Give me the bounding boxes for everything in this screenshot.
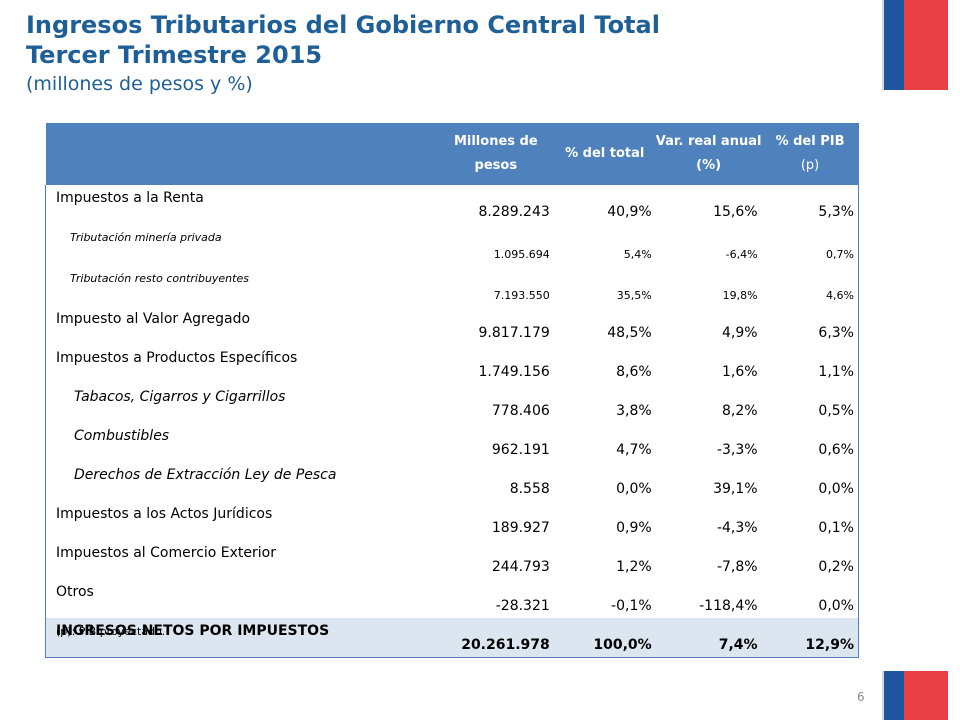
row-label: Tributación resto contribuyentes <box>44 265 438 306</box>
row-label: Otros <box>44 579 438 618</box>
table-total-row: INGRESOS NETOS POR IMPUESTOS 20.261.978 … <box>44 618 859 658</box>
cell-millions: 1.749.156 <box>478 364 550 380</box>
cell-share: 48,5% <box>607 325 652 341</box>
cell-gdp-share: 0,6% <box>761 423 859 462</box>
cell-real-change: 19,8% <box>722 289 758 302</box>
tax-revenue-table: Millones de pesos % del total Var. real … <box>44 123 859 658</box>
cell-share: 0,0% <box>616 481 652 497</box>
cell-gdp-share: 0,1% <box>761 501 859 540</box>
cell-share: -0,1% <box>611 598 652 614</box>
cell-share: 3,8% <box>616 403 652 419</box>
cell-real-change: -3,3% <box>716 442 758 458</box>
cell-millions: 8.558 <box>509 481 550 497</box>
total-share: 100,0% <box>553 618 656 658</box>
cell-gdp-share: 5,3% <box>761 185 859 224</box>
header-gdp-share: % del PIB (p) <box>761 123 859 185</box>
cell-share: 0,9% <box>616 520 652 536</box>
table-header-row: Millones de pesos % del total Var. real … <box>45 123 859 185</box>
cell-gdp-share: 0,2% <box>761 540 859 579</box>
cell-share: 40,9% <box>607 204 652 220</box>
table-row: Impuesto al Valor Agregado 9.817.179 48,… <box>44 306 859 345</box>
footnote: (p): PIB proyectado. <box>56 625 166 638</box>
cell-millions: 962.191 <box>491 442 550 458</box>
table-row: Impuestos al Comercio Exterior 244.793 1… <box>44 540 859 579</box>
cell-share: 8,6% <box>616 364 652 380</box>
cell-millions: 778.406 <box>491 403 550 419</box>
cell-gdp-share: 0,7% <box>761 224 859 265</box>
cell-gdp-share: 1,1% <box>761 345 859 384</box>
row-label: Impuestos a los Actos Jurídicos <box>44 501 438 540</box>
cell-gdp-share: 4,6% <box>761 265 859 306</box>
row-label: Tabacos, Cigarros y Cigarrillos <box>44 384 438 423</box>
cell-real-change: 39,1% <box>713 481 758 497</box>
cell-share: 1,2% <box>616 559 652 575</box>
cell-millions: 244.793 <box>491 559 550 575</box>
slide-title: Ingresos Tributarios del Gobierno Centra… <box>26 10 660 98</box>
title-line-2: Tercer Trimestre 2015 <box>26 41 323 69</box>
total-millions: 20.261.978 <box>437 618 554 658</box>
cell-millions: 7.193.550 <box>493 289 550 302</box>
cell-real-change: 4,9% <box>721 325 758 341</box>
header-real-change: Var. real anual (%) <box>655 123 762 185</box>
cell-gdp-share: 0,0% <box>761 462 859 501</box>
cell-real-change: -4,3% <box>716 520 758 536</box>
row-label: Derechos de Extracción Ley de Pesca <box>44 462 438 501</box>
total-label: INGRESOS NETOS POR IMPUESTOS <box>44 618 438 658</box>
row-label: Impuesto al Valor Agregado <box>44 306 438 345</box>
table-row: Combustibles 962.191 4,7% -3,3% 0,6% <box>44 423 859 462</box>
title-line-1: Ingresos Tributarios del Gobierno Centra… <box>26 11 660 39</box>
row-label: Tributación minería privada <box>44 224 438 265</box>
flag-logo-bottom <box>882 671 948 720</box>
cell-share: 4,7% <box>616 442 652 458</box>
cell-real-change: 8,2% <box>721 403 758 419</box>
header-gdp-note: (p) <box>800 158 820 173</box>
cell-real-change: 15,6% <box>713 204 758 220</box>
table-row: Derechos de Extracción Ley de Pesca 8.55… <box>44 462 859 501</box>
header-share: % del total <box>553 123 656 185</box>
title-units: (millones de pesos y %) <box>26 73 253 95</box>
header-millions: Millones de pesos <box>437 123 554 185</box>
page-number: 6 <box>857 690 865 704</box>
cell-share: 35,5% <box>616 289 652 302</box>
total-gdp-share: 12,9% <box>761 618 859 658</box>
cell-millions: 8.289.243 <box>478 204 550 220</box>
cell-real-change: -118,4% <box>699 598 758 614</box>
flag-logo-top <box>882 0 948 90</box>
table-row: Impuestos a los Actos Jurídicos 189.927 … <box>44 501 859 540</box>
table-row: Impuestos a Productos Específicos 1.749.… <box>44 345 859 384</box>
table-row: Otros -28.321 -0,1% -118,4% 0,0% <box>44 579 859 618</box>
table-row: Tabacos, Cigarros y Cigarrillos 778.406 … <box>44 384 859 423</box>
header-concept <box>45 123 438 185</box>
row-label: Impuestos a Productos Específicos <box>44 345 438 384</box>
cell-share: 5,4% <box>623 248 652 261</box>
row-label: Impuestos al Comercio Exterior <box>44 540 438 579</box>
cell-millions: 189.927 <box>491 520 550 536</box>
cell-real-change: 1,6% <box>721 364 758 380</box>
table-row: Tributación minería privada 1.095.694 5,… <box>44 224 859 265</box>
cell-real-change: -6,4% <box>725 248 758 261</box>
total-real-change: 7,4% <box>655 618 762 658</box>
cell-millions: 9.817.179 <box>478 325 550 341</box>
cell-real-change: -7,8% <box>716 559 758 575</box>
table-row: Impuestos a la Renta 8.289.243 40,9% 15,… <box>44 185 859 224</box>
table-row: Tributación resto contribuyentes 7.193.5… <box>44 265 859 306</box>
cell-millions: -28.321 <box>495 598 550 614</box>
row-label: Impuestos a la Renta <box>44 185 438 224</box>
cell-gdp-share: 0,0% <box>761 579 859 618</box>
cell-gdp-share: 6,3% <box>761 306 859 345</box>
cell-millions: 1.095.694 <box>493 248 550 261</box>
cell-gdp-share: 0,5% <box>761 384 859 423</box>
row-label: Combustibles <box>44 423 438 462</box>
